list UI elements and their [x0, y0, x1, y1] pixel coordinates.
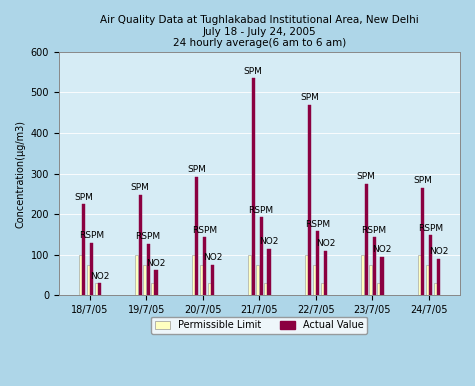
Bar	[421, 188, 424, 295]
Bar	[418, 255, 421, 295]
Text: SPM: SPM	[357, 172, 376, 181]
Bar	[208, 283, 210, 295]
Bar	[211, 265, 214, 295]
Bar	[151, 283, 154, 295]
Bar	[86, 265, 90, 295]
Text: NO2: NO2	[316, 239, 335, 248]
Bar	[195, 177, 198, 295]
Bar	[95, 283, 98, 295]
Text: NO2: NO2	[146, 259, 166, 268]
Bar	[316, 231, 319, 295]
Text: RSPM: RSPM	[305, 220, 330, 229]
Text: SPM: SPM	[244, 67, 263, 76]
Bar	[324, 251, 327, 295]
Bar	[143, 265, 146, 295]
Bar	[200, 265, 203, 295]
Text: RSPM: RSPM	[361, 226, 387, 235]
Bar	[79, 255, 82, 295]
Text: SPM: SPM	[187, 165, 206, 174]
Bar	[321, 283, 323, 295]
Text: NO2: NO2	[372, 245, 392, 254]
Bar	[437, 259, 440, 295]
Bar	[90, 242, 93, 295]
Bar	[82, 204, 85, 295]
Text: RSPM: RSPM	[79, 231, 104, 240]
Text: NO2: NO2	[259, 237, 279, 246]
Text: NO2: NO2	[90, 272, 109, 281]
Bar	[365, 184, 368, 295]
Text: SPM: SPM	[413, 176, 432, 185]
Bar	[369, 265, 372, 295]
Legend: Permissible Limit, Actual Value: Permissible Limit, Actual Value	[152, 317, 367, 334]
Bar	[259, 217, 263, 295]
Text: RSPM: RSPM	[192, 226, 217, 235]
Bar	[429, 235, 432, 295]
Bar	[380, 257, 384, 295]
Text: RSPM: RSPM	[135, 232, 161, 241]
Bar	[313, 265, 316, 295]
Bar	[434, 283, 437, 295]
Bar	[308, 105, 311, 295]
Bar	[426, 265, 429, 295]
Bar	[264, 283, 267, 295]
Bar	[377, 283, 380, 295]
Title: Air Quality Data at Tughlakabad Institutional Area, New Delhi
July 18 - July 24,: Air Quality Data at Tughlakabad Institut…	[100, 15, 419, 48]
Bar	[154, 270, 158, 295]
Text: SPM: SPM	[300, 93, 319, 102]
Bar	[192, 255, 195, 295]
Bar	[248, 255, 251, 295]
Text: NO2: NO2	[203, 254, 222, 262]
Bar	[372, 237, 376, 295]
Bar	[98, 283, 101, 295]
Text: SPM: SPM	[74, 193, 93, 201]
Bar	[203, 237, 206, 295]
Bar	[146, 244, 150, 295]
Text: SPM: SPM	[131, 183, 150, 192]
Text: RSPM: RSPM	[248, 206, 274, 215]
Bar	[361, 255, 364, 295]
Bar	[252, 78, 255, 295]
Y-axis label: Concentration(μg/m3): Concentration(μg/m3)	[15, 120, 25, 228]
Bar	[305, 255, 308, 295]
Bar	[256, 265, 259, 295]
Bar	[139, 195, 142, 295]
Text: RSPM: RSPM	[418, 224, 443, 233]
Text: NO2: NO2	[429, 247, 448, 256]
Bar	[135, 255, 138, 295]
Bar	[267, 249, 271, 295]
